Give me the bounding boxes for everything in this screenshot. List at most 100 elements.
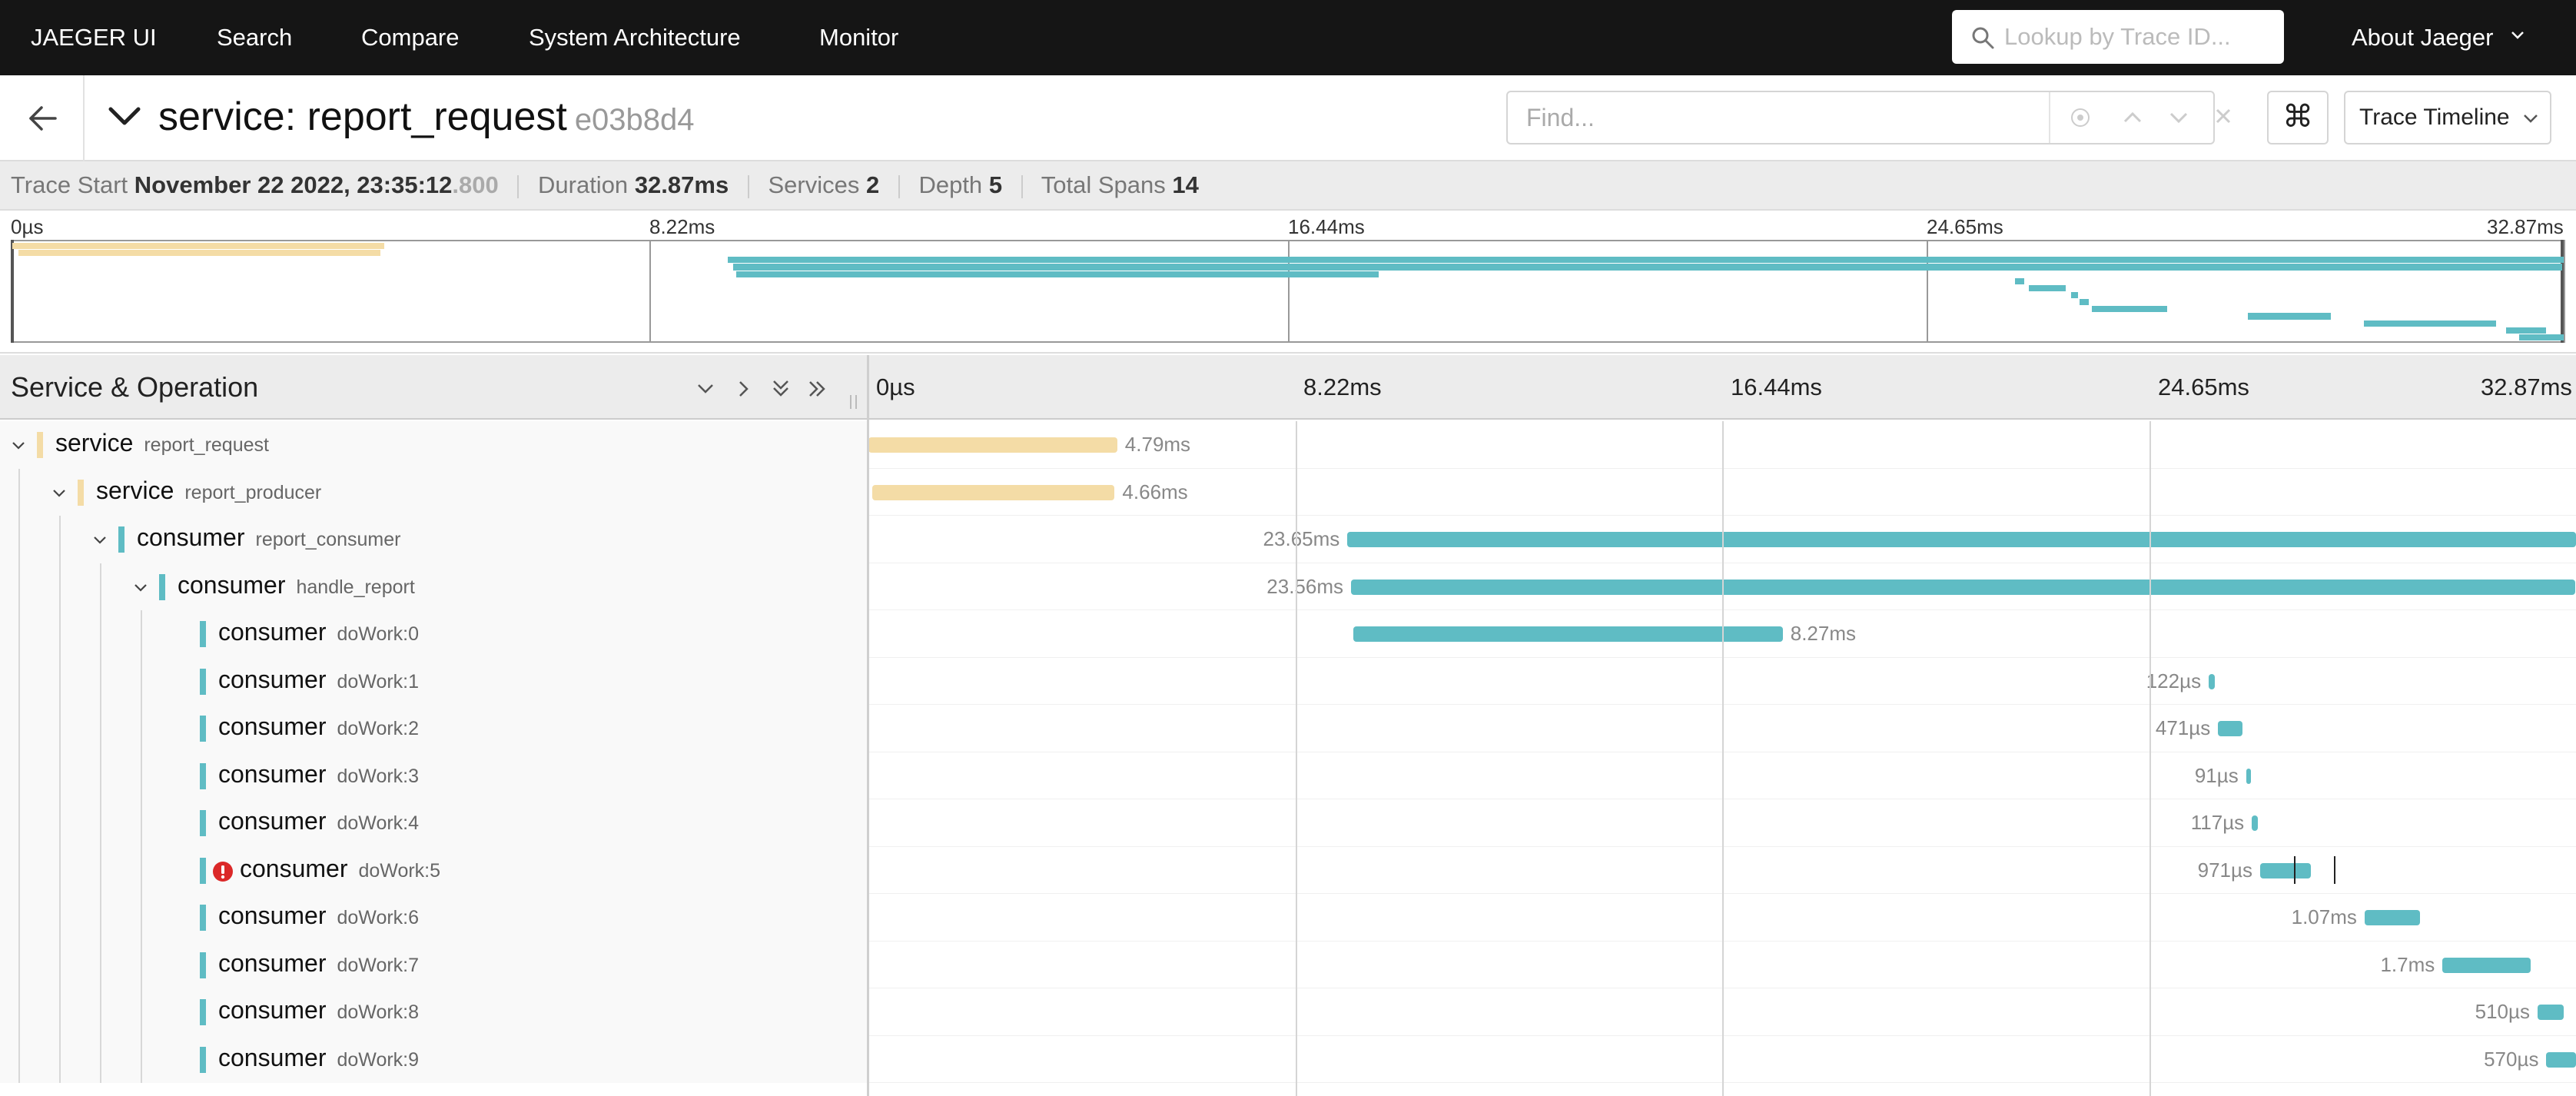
chevron-down-icon[interactable] bbox=[91, 531, 109, 550]
span-row[interactable]: consumer doWork:0 8.27ms bbox=[0, 610, 2576, 658]
span-bar[interactable] bbox=[2218, 721, 2243, 736]
span-row[interactable]: consumer doWork:9 570µs bbox=[0, 1035, 2576, 1083]
span-name-cell[interactable]: consumer handle_report bbox=[0, 563, 867, 610]
span-bar[interactable] bbox=[2252, 815, 2259, 831]
chevron-right-icon[interactable] bbox=[732, 377, 756, 401]
service-name: consumer bbox=[218, 948, 327, 977]
tree-guide-line bbox=[100, 799, 101, 847]
back-button[interactable] bbox=[0, 75, 85, 161]
span-name-cell[interactable]: consumer doWork:0 bbox=[0, 610, 867, 658]
chevron-down-icon[interactable] bbox=[2166, 105, 2192, 131]
view-mode-value: Trace Timeline bbox=[2359, 105, 2510, 130]
span-name-cell[interactable]: service report_producer bbox=[0, 468, 867, 516]
operation-name: report_request bbox=[144, 434, 269, 456]
nav-system-architecture[interactable]: System Architecture bbox=[529, 24, 741, 51]
chevron-up-icon[interactable] bbox=[2120, 105, 2146, 131]
service-name: service bbox=[96, 476, 174, 504]
chevron-down-icon[interactable] bbox=[9, 437, 28, 455]
span-bar[interactable] bbox=[2442, 957, 2531, 973]
span-row[interactable]: consumer doWork:2 471µs bbox=[0, 705, 2576, 752]
span-bar[interactable] bbox=[872, 484, 1115, 500]
nav-search[interactable]: Search bbox=[217, 24, 293, 51]
minimap-tick: 24.65ms bbox=[1927, 215, 2003, 238]
column-splitter[interactable] bbox=[867, 355, 869, 1096]
keyboard-shortcuts-button[interactable]: ⌘ bbox=[2267, 91, 2329, 144]
span-bar[interactable] bbox=[2546, 1051, 2576, 1068]
timeline-tick: 0µs bbox=[876, 374, 915, 400]
chevron-down-icon[interactable] bbox=[106, 103, 143, 131]
service-name: consumer bbox=[218, 996, 327, 1024]
target-icon[interactable] bbox=[2067, 105, 2093, 131]
span-row[interactable]: consumer doWork:7 1.7ms bbox=[0, 941, 2576, 988]
span-duration-label: 122µs bbox=[2146, 669, 2202, 692]
minimap-left-handle[interactable] bbox=[11, 240, 14, 343]
chevron-down-icon[interactable] bbox=[131, 579, 150, 597]
span-bar[interactable] bbox=[2209, 673, 2216, 689]
tree-guide-line bbox=[18, 468, 20, 516]
chevron-down-icon bbox=[2524, 115, 2538, 123]
double-chevron-right-icon[interactable] bbox=[805, 377, 830, 401]
span-row[interactable]: consumer doWork:8 510µs bbox=[0, 988, 2576, 1036]
service-color-bar bbox=[200, 952, 206, 978]
timeline-header: Service & Operation 0µs 8.22ms 16.44ms 2… bbox=[0, 355, 2576, 420]
span-row[interactable]: consumer doWork:6 1.07ms bbox=[0, 894, 2576, 942]
span-bar[interactable] bbox=[1351, 579, 2575, 595]
span-bar[interactable] bbox=[2246, 768, 2251, 784]
span-name-cell[interactable]: consumer doWork:3 bbox=[0, 752, 867, 799]
span-log-marker[interactable] bbox=[2333, 855, 2335, 884]
span-name-cell[interactable]: consumer doWork:8 bbox=[0, 988, 867, 1036]
service-color-bar bbox=[200, 621, 206, 647]
nav-monitor[interactable]: Monitor bbox=[819, 24, 899, 51]
span-row[interactable]: consumer doWork:4 117µs bbox=[0, 799, 2576, 847]
span-bar[interactable] bbox=[1353, 626, 1783, 642]
trace-timeline-view: Service & Operation 0µs 8.22ms 16.44ms 2… bbox=[0, 355, 2576, 1096]
operation-name: doWork:7 bbox=[337, 954, 420, 976]
chevron-down-icon[interactable] bbox=[693, 377, 718, 401]
span-bar[interactable] bbox=[2537, 1005, 2564, 1020]
span-name-cell[interactable]: consumer doWork:1 bbox=[0, 657, 867, 705]
minimap-right-handle[interactable] bbox=[2561, 240, 2564, 343]
trace-start-label: Trace Start bbox=[11, 171, 128, 198]
view-mode-select[interactable]: Trace Timeline bbox=[2344, 91, 2551, 144]
span-name-cell[interactable]: consumer doWork:4 bbox=[0, 799, 867, 847]
span-row[interactable]: consumer doWork:5 971µs bbox=[0, 846, 2576, 894]
double-chevron-down-icon[interactable] bbox=[768, 377, 793, 401]
span-name-cell[interactable]: consumer doWork:7 bbox=[0, 941, 867, 988]
span-row[interactable]: consumer doWork:1 122µs bbox=[0, 657, 2576, 705]
span-name-cell[interactable]: consumer doWork:9 bbox=[0, 1035, 867, 1083]
timeline-tick: 24.65ms bbox=[2158, 374, 2249, 400]
depth-value: 5 bbox=[988, 171, 1003, 198]
resize-grip-icon[interactable] bbox=[848, 394, 859, 410]
span-name-cell[interactable]: consumer doWork:2 bbox=[0, 705, 867, 752]
span-row[interactable]: service report_producer 4.66ms bbox=[0, 468, 2576, 516]
tree-guide-line bbox=[59, 610, 61, 658]
span-bar[interactable] bbox=[868, 437, 1117, 453]
span-row[interactable]: service report_request 4.79ms bbox=[0, 421, 2576, 469]
span-bar[interactable] bbox=[2364, 910, 2421, 925]
find-input[interactable] bbox=[1526, 92, 2003, 143]
service-name: consumer bbox=[218, 807, 327, 835]
span-row[interactable]: consumer report_consumer 23.65ms bbox=[0, 516, 2576, 563]
close-icon[interactable] bbox=[2210, 103, 2236, 129]
tree-guide-line bbox=[59, 752, 61, 799]
minimap-canvas[interactable] bbox=[11, 240, 2565, 343]
span-name-cell[interactable]: service report_request bbox=[0, 421, 867, 469]
span-bar[interactable] bbox=[2259, 862, 2311, 878]
trace-minimap[interactable]: 0µs 8.22ms 16.44ms 24.65ms 32.87ms bbox=[0, 211, 2576, 354]
tree-guide-line bbox=[100, 705, 101, 752]
about-jaeger-menu[interactable]: About Jaeger bbox=[2352, 0, 2524, 75]
span-name-cell[interactable]: consumer doWork:6 bbox=[0, 894, 867, 942]
nav-compare[interactable]: Compare bbox=[361, 24, 460, 51]
chevron-down-icon[interactable] bbox=[50, 484, 68, 503]
timeline-gridline bbox=[1722, 421, 1724, 1096]
operation-name: doWork:8 bbox=[337, 1001, 420, 1023]
brand-link[interactable]: JAEGER UI bbox=[31, 24, 157, 51]
span-name-cell[interactable]: consumer report_consumer bbox=[0, 516, 867, 563]
tree-guide-line bbox=[59, 846, 61, 894]
span-name-cell[interactable]: consumer doWork:5 bbox=[0, 846, 867, 894]
span-row[interactable]: consumer handle_report 23.56ms bbox=[0, 563, 2576, 610]
span-row[interactable]: consumer doWork:3 91µs bbox=[0, 752, 2576, 799]
span-log-marker[interactable] bbox=[2293, 855, 2295, 884]
trace-id-input[interactable] bbox=[2004, 10, 2273, 64]
span-bar[interactable] bbox=[1347, 532, 2576, 547]
